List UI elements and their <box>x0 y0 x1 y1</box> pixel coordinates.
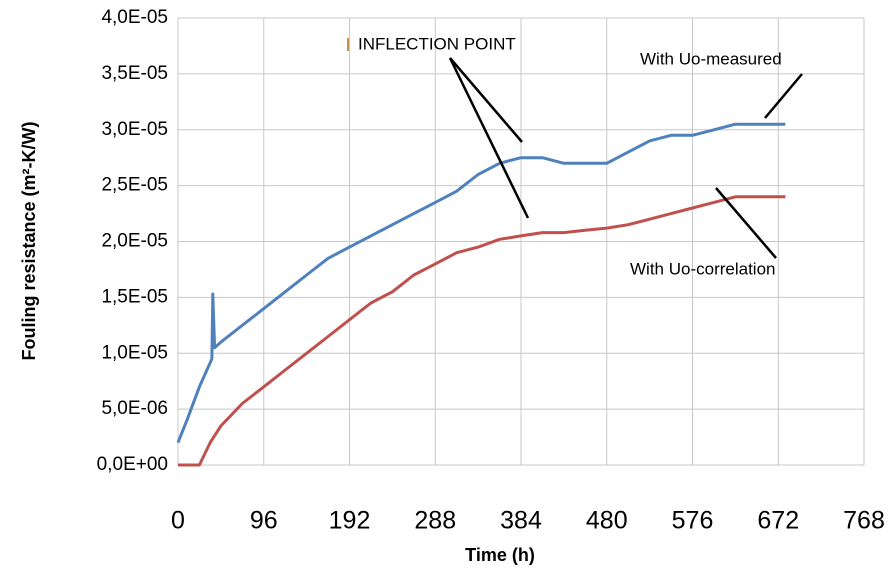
y-tick-label: 3,5E-05 <box>101 63 168 84</box>
y-tick-label: 1,5E-05 <box>101 286 168 307</box>
y-axis-title: Fouling resistance (m²-K/W) <box>19 121 39 360</box>
x-axis-title: Time (h) <box>465 545 535 565</box>
x-tick-label: 0 <box>171 507 185 535</box>
annotation: With Uo-correlation <box>630 259 776 278</box>
y-tick-label: 2,0E-05 <box>101 231 168 252</box>
x-tick-label: 576 <box>672 507 714 535</box>
x-tick-label: 192 <box>329 507 371 535</box>
x-tick-label: 672 <box>757 507 799 535</box>
annotation: With Uo-measured <box>640 49 782 68</box>
series-line <box>178 195 786 467</box>
x-tick-label: 768 <box>843 507 885 535</box>
x-tick-label: 96 <box>250 507 278 535</box>
x-tick-label: 288 <box>414 507 456 535</box>
y-tick-label: 4,0E-05 <box>101 7 168 28</box>
y-tick-label: 2,5E-05 <box>101 175 168 196</box>
annotation-arrow <box>448 57 530 219</box>
annotation-arrow <box>764 73 803 119</box>
grid <box>177 17 865 466</box>
series-line <box>176 122 786 444</box>
annotation-arrow <box>449 57 523 143</box>
plot-lines <box>176 122 786 467</box>
y-tick-label: 1,0E-05 <box>101 342 168 363</box>
y-tick-label: 3,0E-05 <box>101 119 168 140</box>
marker <box>347 38 349 51</box>
x-tick-label: 384 <box>500 507 542 535</box>
x-tick-label: 480 <box>586 507 628 535</box>
y-tick-label: 5,0E-06 <box>101 398 168 419</box>
annotation-arrow <box>715 187 777 259</box>
annotation: INFLECTION POINT <box>358 34 516 53</box>
y-tick-label: 0,0E+00 <box>97 454 168 475</box>
